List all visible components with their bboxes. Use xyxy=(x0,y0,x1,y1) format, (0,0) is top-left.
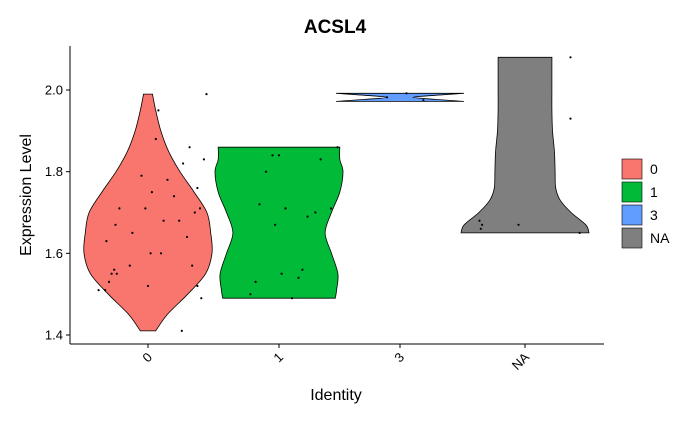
data-point xyxy=(146,284,150,288)
data-point xyxy=(297,276,300,279)
data-point xyxy=(314,211,317,214)
legend-swatch xyxy=(621,181,643,203)
data-point xyxy=(128,264,131,267)
data-point xyxy=(205,93,208,96)
data-point xyxy=(578,231,581,234)
legend-label: NA xyxy=(650,230,670,246)
data-point xyxy=(114,223,117,226)
data-point xyxy=(172,195,176,198)
legend-label: 3 xyxy=(650,207,658,223)
data-point xyxy=(478,219,481,222)
data-point xyxy=(140,174,143,177)
y-tick-label: 1.6 xyxy=(45,246,63,261)
data-point xyxy=(405,92,408,95)
data-point xyxy=(162,219,165,222)
data-point xyxy=(159,252,163,255)
data-point xyxy=(144,207,147,210)
data-point xyxy=(249,293,252,296)
x-tick-label: 3 xyxy=(391,350,407,366)
data-point xyxy=(198,207,202,210)
data-point xyxy=(290,297,294,300)
data-point xyxy=(258,203,261,206)
data-point xyxy=(97,289,100,292)
data-point xyxy=(180,329,183,332)
jitter-points-layer xyxy=(97,56,581,332)
violin-0 xyxy=(83,93,213,332)
legend-swatch xyxy=(621,227,643,249)
data-point xyxy=(115,272,118,275)
data-point xyxy=(104,289,107,292)
data-point xyxy=(385,96,389,99)
data-point xyxy=(481,223,484,226)
data-point xyxy=(113,268,116,271)
y-axis-title: Expression Level xyxy=(18,134,35,256)
x-tick-label: 0 xyxy=(139,350,155,366)
data-point xyxy=(254,280,257,283)
data-point xyxy=(188,146,191,149)
data-point xyxy=(193,211,196,214)
violin-na xyxy=(460,56,590,234)
y-tick-label: 1.4 xyxy=(45,328,63,343)
data-point xyxy=(150,191,153,194)
data-point xyxy=(110,272,113,275)
data-point xyxy=(157,109,160,112)
chart-title: ACSL4 xyxy=(304,17,367,38)
data-point xyxy=(202,158,205,161)
data-point xyxy=(107,280,111,283)
violin-3 xyxy=(335,92,465,102)
data-point xyxy=(166,178,169,181)
data-point xyxy=(329,207,333,210)
legend-label: 0 xyxy=(650,161,658,177)
data-point xyxy=(280,272,283,275)
legend-swatch xyxy=(621,204,643,226)
data-point xyxy=(131,231,134,234)
data-point xyxy=(569,117,572,120)
data-point xyxy=(277,154,281,157)
x-axis-title: Identity xyxy=(310,387,362,404)
data-point xyxy=(336,146,339,149)
y-tick-label: 2.0 xyxy=(45,83,63,98)
legend-swatch xyxy=(621,158,643,180)
data-point xyxy=(118,207,121,210)
violin-1 xyxy=(214,146,344,299)
data-point xyxy=(301,268,304,271)
data-point xyxy=(274,223,277,226)
data-point xyxy=(271,154,274,157)
data-point xyxy=(196,284,199,288)
data-point xyxy=(422,99,425,102)
data-point xyxy=(178,219,181,222)
data-point xyxy=(319,158,322,161)
legend: 0 1 3 NA xyxy=(621,158,670,249)
data-point xyxy=(196,186,199,190)
data-point xyxy=(149,252,152,255)
data-point xyxy=(517,223,520,226)
x-tick-label: NA xyxy=(509,349,533,373)
y-ticks: 1.4 1.6 1.8 2.0 xyxy=(45,83,70,343)
x-ticks: 0 1 3 NA xyxy=(139,344,532,373)
legend-label: 1 xyxy=(650,184,658,200)
data-point xyxy=(191,264,194,267)
data-point xyxy=(105,240,108,243)
data-point xyxy=(154,137,157,141)
data-point xyxy=(185,235,189,239)
x-tick-label: 1 xyxy=(270,350,286,366)
data-point xyxy=(569,56,572,59)
y-tick-label: 1.8 xyxy=(45,164,63,179)
data-point xyxy=(182,162,185,165)
data-point xyxy=(479,227,482,230)
violin-layer xyxy=(83,56,590,332)
data-point xyxy=(200,297,203,300)
data-point xyxy=(284,207,287,210)
data-point xyxy=(264,170,268,173)
data-point xyxy=(306,215,309,218)
